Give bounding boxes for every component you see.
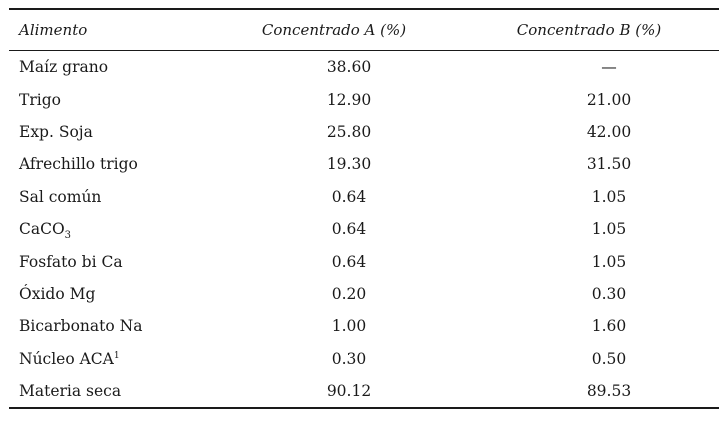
header-concentrado-a: Concentrado A (%) [261, 21, 407, 39]
row-value-b: 0.30 [591, 284, 627, 303]
row-name-footnote: 1 [113, 350, 120, 361]
table-row: Sal común 0.64 1.05 [9, 181, 719, 213]
row-value-a: 0.30 [331, 349, 367, 368]
row-value-b: 1.05 [591, 187, 627, 206]
row-name: CaCO3 [19, 220, 72, 242]
table-row: Materia seca 90.12 89.53 [9, 375, 719, 409]
row-value-a: 25.80 [326, 122, 372, 141]
row-value-a: 0.20 [331, 284, 367, 303]
table-body: Maíz grano 38.60 — Trigo 12.90 21.00 Exp… [9, 51, 719, 409]
row-value-b: 1.60 [591, 317, 627, 336]
row-value-b: — [601, 58, 617, 77]
table-row: Núcleo ACA1 0.30 0.50 [9, 343, 719, 375]
table-row: Óxido Mg 0.20 0.30 [9, 278, 719, 310]
row-name: Maíz grano [19, 58, 109, 77]
row-value-a: 38.60 [326, 58, 372, 77]
row-value-a: 0.64 [331, 220, 367, 239]
row-name: Núcleo ACA1 [19, 349, 120, 368]
row-value-a: 0.64 [331, 252, 367, 271]
row-name: Materia seca [19, 382, 122, 401]
table-row: Trigo 12.90 21.00 [9, 83, 719, 115]
table-row: Maíz grano 38.60 — [9, 51, 719, 84]
row-name: Óxido Mg [19, 284, 96, 303]
row-value-a: 1.00 [331, 317, 367, 336]
row-value-b: 1.05 [591, 220, 627, 239]
row-name: Exp. Soja [19, 122, 93, 141]
row-name: Bicarbonato Na [19, 317, 143, 336]
row-value-a: 0.64 [331, 187, 367, 206]
row-value-a: 90.12 [326, 382, 372, 401]
row-name: Fosfato bi Ca [19, 252, 123, 271]
row-value-b: 21.00 [586, 90, 632, 109]
row-value-a: 12.90 [326, 90, 372, 109]
table-row: Fosfato bi Ca 0.64 1.05 [9, 245, 719, 277]
table-row: Afrechillo trigo 19.30 31.50 [9, 148, 719, 180]
row-value-b: 89.53 [586, 382, 632, 401]
row-value-b: 31.50 [586, 155, 632, 174]
composition-table: Alimento Concentrado A (%) Concentrado B… [9, 8, 719, 409]
table-row: Bicarbonato Na 1.00 1.60 [9, 310, 719, 342]
row-value-b: 1.05 [591, 252, 627, 271]
row-name-subscript: 3 [64, 230, 72, 242]
header-row: Alimento Concentrado A (%) Concentrado B… [9, 9, 719, 51]
row-name: Afrechillo trigo [19, 155, 138, 174]
composition-table-container: Alimento Concentrado A (%) Concentrado B… [9, 8, 719, 409]
header-alimento: Alimento [19, 21, 88, 39]
row-name: Trigo [19, 90, 61, 109]
table-row: Exp. Soja 25.80 42.00 [9, 116, 719, 148]
row-value-b: 42.00 [586, 122, 632, 141]
table-row: CaCO3 0.64 1.05 [9, 213, 719, 245]
row-value-a: 19.30 [326, 155, 372, 174]
row-value-b: 0.50 [591, 349, 627, 368]
table-header: Alimento Concentrado A (%) Concentrado B… [9, 9, 719, 51]
header-concentrado-b: Concentrado B (%) [516, 21, 662, 39]
row-name: Sal común [19, 187, 102, 206]
